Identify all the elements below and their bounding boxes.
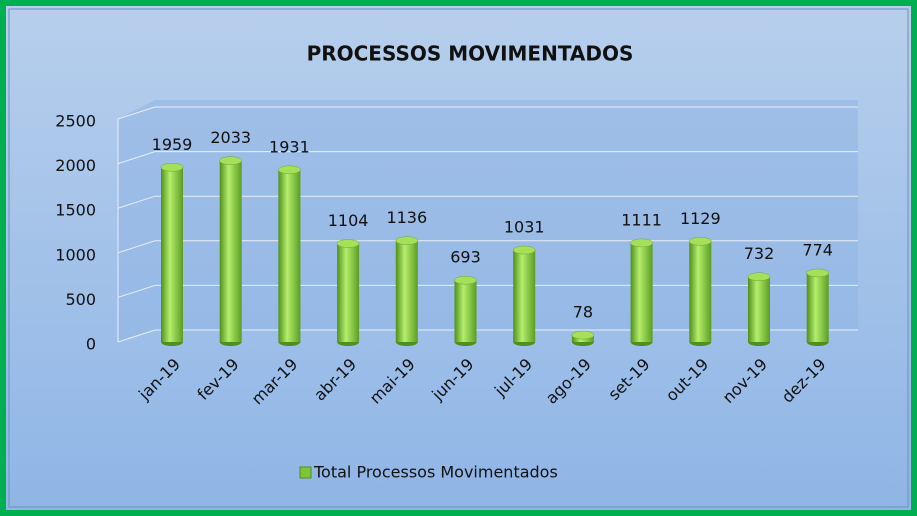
bar — [219, 160, 242, 342]
grid-line — [117, 240, 858, 254]
data-label: 732 — [744, 244, 775, 263]
bar-top — [395, 236, 419, 245]
bar-top — [689, 237, 712, 246]
grid-line — [117, 195, 858, 209]
inner-frame — [8, 8, 909, 508]
legend-swatch — [299, 466, 312, 479]
bar — [748, 276, 770, 342]
data-label: 1931 — [269, 137, 310, 156]
bar — [454, 280, 477, 342]
y-tick-label: 2000 — [55, 156, 96, 175]
y-tick-label: 1500 — [55, 201, 96, 220]
bar-top — [512, 245, 536, 255]
data-label: 1959 — [152, 135, 193, 154]
data-label: 2033 — [210, 128, 251, 147]
bar-top — [278, 165, 301, 175]
legend-label: Total Processos Movimentados — [313, 463, 558, 482]
legend: Total Processos Movimentados — [299, 463, 558, 482]
data-label: 1111 — [621, 210, 662, 229]
bar — [806, 272, 829, 342]
bar-top — [571, 330, 595, 340]
bar-top — [160, 163, 184, 172]
bar-top — [219, 156, 242, 165]
bar-top — [747, 272, 771, 281]
data-label: 78 — [573, 303, 593, 322]
grid-line — [117, 106, 858, 120]
data-label: 774 — [802, 240, 833, 259]
grid-line — [117, 329, 858, 343]
y-tick-label: 500 — [65, 290, 96, 309]
bar — [161, 167, 183, 342]
data-label: 1104 — [328, 211, 369, 230]
plot-area — [118, 100, 858, 342]
bar-top — [336, 239, 360, 248]
bar — [395, 240, 418, 342]
bar — [278, 169, 301, 342]
data-label: 1136 — [386, 208, 427, 227]
chart-title: PROCESSOS MOVIMENTADOS — [307, 42, 634, 66]
bar — [689, 241, 712, 342]
y-tick-label: 1000 — [55, 245, 96, 264]
bar-top — [806, 268, 829, 278]
bar-top — [630, 238, 653, 248]
grid-line — [117, 284, 858, 298]
y-tick-label: 2500 — [55, 112, 96, 131]
data-label: 693 — [450, 248, 481, 267]
bar-top — [454, 275, 477, 285]
bar — [513, 250, 536, 342]
grid-line — [117, 151, 858, 165]
data-label: 1129 — [680, 209, 721, 228]
data-label: 1031 — [504, 218, 545, 237]
bar — [630, 242, 653, 342]
y-tick-label: 0 — [86, 335, 96, 354]
bar — [337, 243, 360, 342]
